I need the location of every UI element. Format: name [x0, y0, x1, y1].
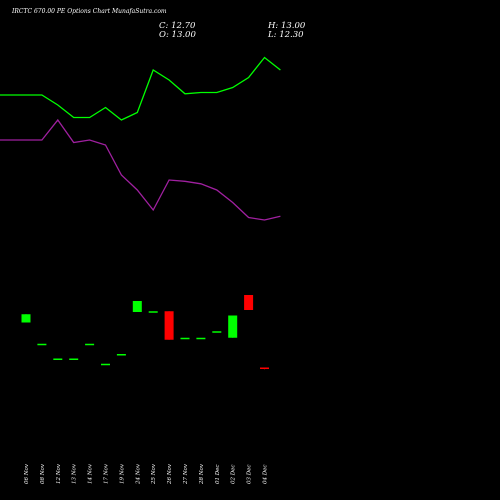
x-tick-label: 28 Nov — [199, 463, 205, 485]
high-value: H: 13.00 — [268, 21, 306, 31]
candle-03-dec — [244, 295, 254, 310]
candle-body — [69, 358, 79, 360]
candle-27-nov — [180, 337, 190, 340]
candle-19-nov — [116, 354, 126, 356]
x-tick-label: 12 Nov — [56, 463, 62, 484]
low-value: L: 12.30 — [268, 30, 304, 40]
candle-24-nov — [132, 301, 142, 312]
candle-body — [116, 354, 126, 356]
candle-body — [260, 367, 269, 369]
x-tick-label: 06 Nov — [24, 463, 30, 484]
candle-12-nov — [53, 358, 63, 360]
candle-01-dec — [212, 331, 222, 333]
candles — [21, 295, 269, 370]
green-series-line — [0, 56, 281, 121]
candle-body — [228, 315, 238, 338]
candle-body — [180, 337, 190, 340]
candle-body — [53, 358, 63, 360]
candle-body — [101, 363, 110, 366]
x-tick-label: 14 Nov — [88, 463, 94, 484]
x-tick-label: 17 Nov — [104, 463, 110, 484]
x-tick-label: 04 Dec — [263, 465, 269, 485]
x-tick-label: 27 Nov — [183, 463, 189, 485]
candle-28-nov — [196, 337, 206, 340]
candle-08-nov — [37, 343, 47, 346]
candle-06-nov — [21, 314, 31, 323]
candle-17-nov — [101, 363, 110, 366]
candle-body — [21, 314, 31, 323]
x-tick-label: 25 Nov — [151, 463, 157, 485]
close-value: C: 12.70 — [159, 21, 196, 31]
x-tick-label: 24 Nov — [135, 463, 141, 485]
x-tick-label: 26 Nov — [167, 463, 173, 485]
candle-26-nov — [164, 311, 174, 340]
candle-13-nov — [69, 358, 79, 360]
indicator-lines — [0, 56, 281, 221]
candle-14-nov — [85, 343, 95, 346]
chart-title: IRCTC 670.00 PE Options Chart MunafaSutr… — [12, 8, 167, 15]
candle-body — [37, 343, 47, 346]
x-axis-ticks: 06 Nov 08 Nov 12 Nov 13 Nov 14 Nov 17 Nov 19 N… — [24, 463, 269, 485]
x-tick-label: 03 Dec — [247, 465, 253, 485]
open-value: O: 13.00 — [159, 30, 196, 40]
x-tick-label: 01 Dec — [215, 465, 221, 485]
x-tick-label: 13 Nov — [72, 463, 78, 484]
magenta-series-line — [0, 118, 281, 221]
candle-body — [196, 337, 206, 340]
candle-body — [132, 301, 142, 312]
candle-25-nov — [148, 311, 158, 313]
candle-body — [164, 311, 174, 340]
candle-body — [244, 295, 254, 310]
candle-04-dec — [260, 367, 269, 370]
candle-02-dec — [228, 315, 238, 338]
x-tick-label: 08 Nov — [40, 463, 46, 484]
x-tick-label: 02 Dec — [231, 465, 237, 485]
x-tick-label: 19 Nov — [119, 463, 125, 484]
candle-body — [148, 311, 158, 313]
candle-body — [85, 343, 95, 346]
candle-body — [212, 331, 222, 333]
